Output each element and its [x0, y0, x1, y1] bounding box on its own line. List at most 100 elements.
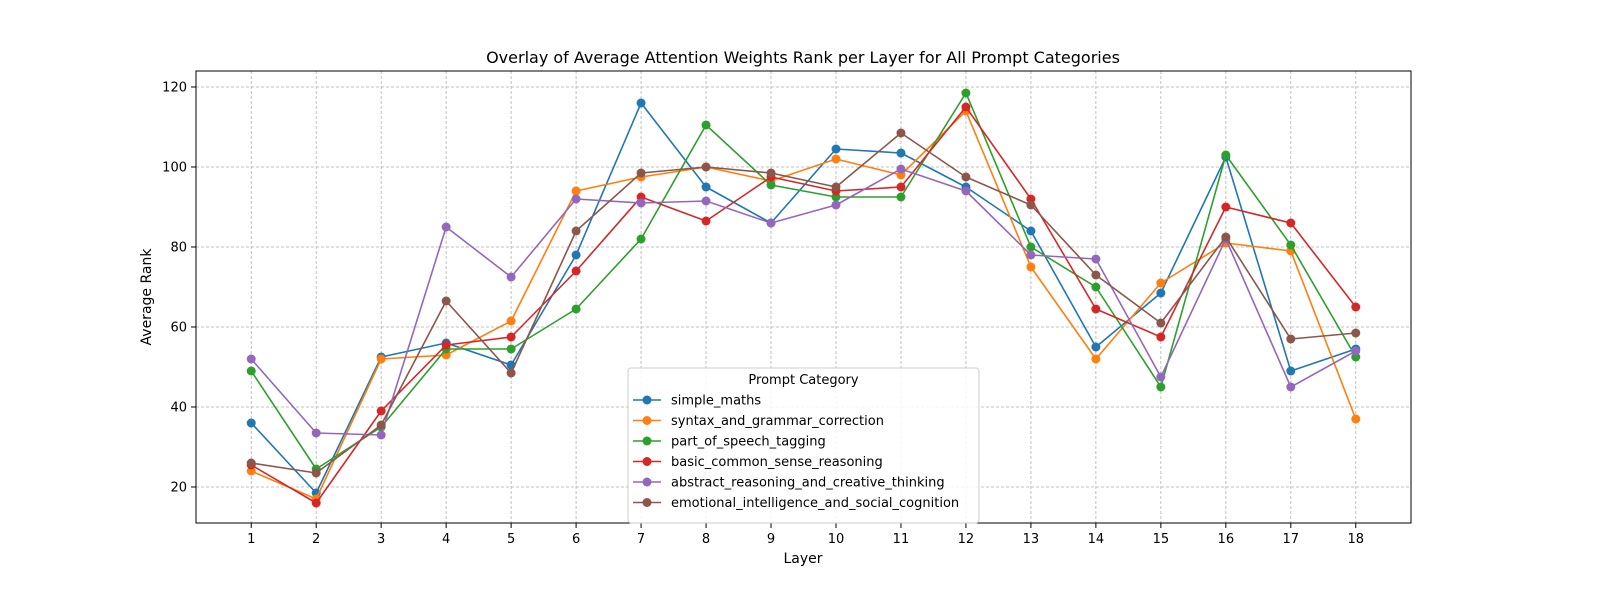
- data-point: [1351, 328, 1361, 338]
- data-point: [376, 430, 386, 440]
- x-tick-label: 10: [828, 532, 845, 547]
- data-point: [701, 162, 711, 172]
- data-point: [506, 332, 516, 342]
- series-simple-maths: [246, 98, 1361, 498]
- legend-entry-label: emotional_intelligence_and_social_cognit…: [671, 496, 959, 511]
- data-point: [1026, 226, 1036, 236]
- x-tick-label: 4: [442, 532, 450, 547]
- series-line: [250, 102, 1357, 494]
- data-point: [896, 182, 906, 192]
- data-point: [571, 194, 581, 204]
- x-tick-label: 14: [1088, 532, 1105, 547]
- data-point: [571, 250, 581, 260]
- data-point: [1156, 382, 1166, 392]
- legend-entry-label: part_of_speech_tagging: [671, 435, 826, 450]
- x-tick-label: 2: [312, 532, 320, 547]
- x-axis-label: Layer: [783, 551, 822, 567]
- data-point: [1156, 278, 1166, 288]
- data-point: [571, 304, 581, 314]
- legend: Prompt Category simple_maths syntax_and_gr…: [627, 367, 980, 524]
- x-tick-label: 5: [507, 532, 515, 547]
- data-point: [636, 198, 646, 208]
- legend-entry-label: syntax_and_grammar_correction: [671, 414, 884, 429]
- chart-title: Overlay of Average Attention Weights Ran…: [486, 48, 1120, 67]
- data-point: [441, 340, 451, 350]
- data-point: [506, 272, 516, 282]
- data-point: [506, 368, 516, 378]
- data-point: [1286, 240, 1296, 250]
- data-point: [1091, 354, 1101, 364]
- data-point: [441, 222, 451, 232]
- data-point: [831, 182, 841, 192]
- data-point: [376, 406, 386, 416]
- data-point: [1026, 200, 1036, 210]
- data-point: [1156, 318, 1166, 328]
- legend-marker: [642, 416, 652, 425]
- data-point: [311, 428, 321, 438]
- data-point: [441, 296, 451, 306]
- y-tick-label: 100: [162, 161, 187, 176]
- data-point: [1156, 332, 1166, 342]
- data-point: [636, 98, 646, 108]
- x-tick-label: 7: [637, 532, 645, 547]
- data-point: [571, 186, 581, 196]
- data-point: [246, 418, 256, 428]
- x-tick-label: 15: [1153, 532, 1170, 547]
- data-point: [1156, 372, 1166, 382]
- data-point: [1091, 282, 1101, 292]
- y-tick-label: 120: [162, 81, 187, 96]
- data-point: [1221, 150, 1231, 160]
- data-point: [1026, 262, 1036, 272]
- data-point: [376, 354, 386, 364]
- data-point: [961, 88, 971, 98]
- data-point: [1156, 288, 1166, 298]
- y-tick-label: 60: [170, 321, 187, 336]
- legend-marker: [642, 498, 652, 507]
- data-point: [1091, 270, 1101, 280]
- data-point: [766, 180, 776, 190]
- data-point: [1286, 334, 1296, 344]
- data-point: [636, 234, 646, 244]
- data-point: [1221, 232, 1231, 242]
- data-point: [1221, 202, 1231, 212]
- data-point: [896, 192, 906, 202]
- data-point: [311, 498, 321, 508]
- data-point: [701, 182, 711, 192]
- data-point: [311, 468, 321, 478]
- legend-entry-label: basic_common_sense_reasoning: [671, 455, 883, 470]
- data-point: [246, 354, 256, 364]
- data-point: [506, 344, 516, 354]
- axis-ticks: 1 2 3 4 5 6 7 8 9 10 11 12 13 14 15 16 17 182040608010012…: [162, 81, 1364, 548]
- x-tick-label: 13: [1023, 532, 1040, 547]
- data-point: [636, 168, 646, 178]
- data-point: [831, 144, 841, 154]
- data-point: [1351, 346, 1361, 356]
- data-point: [831, 154, 841, 164]
- legend-marker: [642, 436, 652, 446]
- legend-entry-label: abstract_reasoning_and_creative_thinking: [671, 476, 945, 491]
- data-point: [1091, 304, 1101, 314]
- x-tick-label: 18: [1347, 532, 1364, 547]
- data-point: [376, 420, 386, 430]
- x-tick-label: 6: [572, 532, 580, 547]
- data-point: [701, 120, 711, 130]
- x-tick-label: 3: [377, 532, 385, 547]
- legend-entry-label: simple_maths: [671, 394, 761, 409]
- series-line: [251, 132, 1356, 474]
- y-tick-label: 80: [170, 241, 187, 256]
- data-point: [1286, 382, 1296, 392]
- data-point: [1026, 242, 1036, 252]
- legend-marker: [642, 477, 652, 487]
- data-point: [1286, 218, 1296, 228]
- data-point: [571, 266, 581, 276]
- data-point: [571, 226, 581, 236]
- y-tick-label: 40: [170, 401, 187, 416]
- data-point: [896, 128, 906, 138]
- data-point: [701, 216, 711, 226]
- legend-marker: [642, 395, 652, 405]
- y-axis-label: Average Rank: [139, 248, 155, 346]
- legend-title: Prompt Category: [748, 373, 858, 388]
- data-point: [896, 148, 906, 158]
- series-line: [250, 92, 1357, 470]
- data-point: [1351, 414, 1361, 424]
